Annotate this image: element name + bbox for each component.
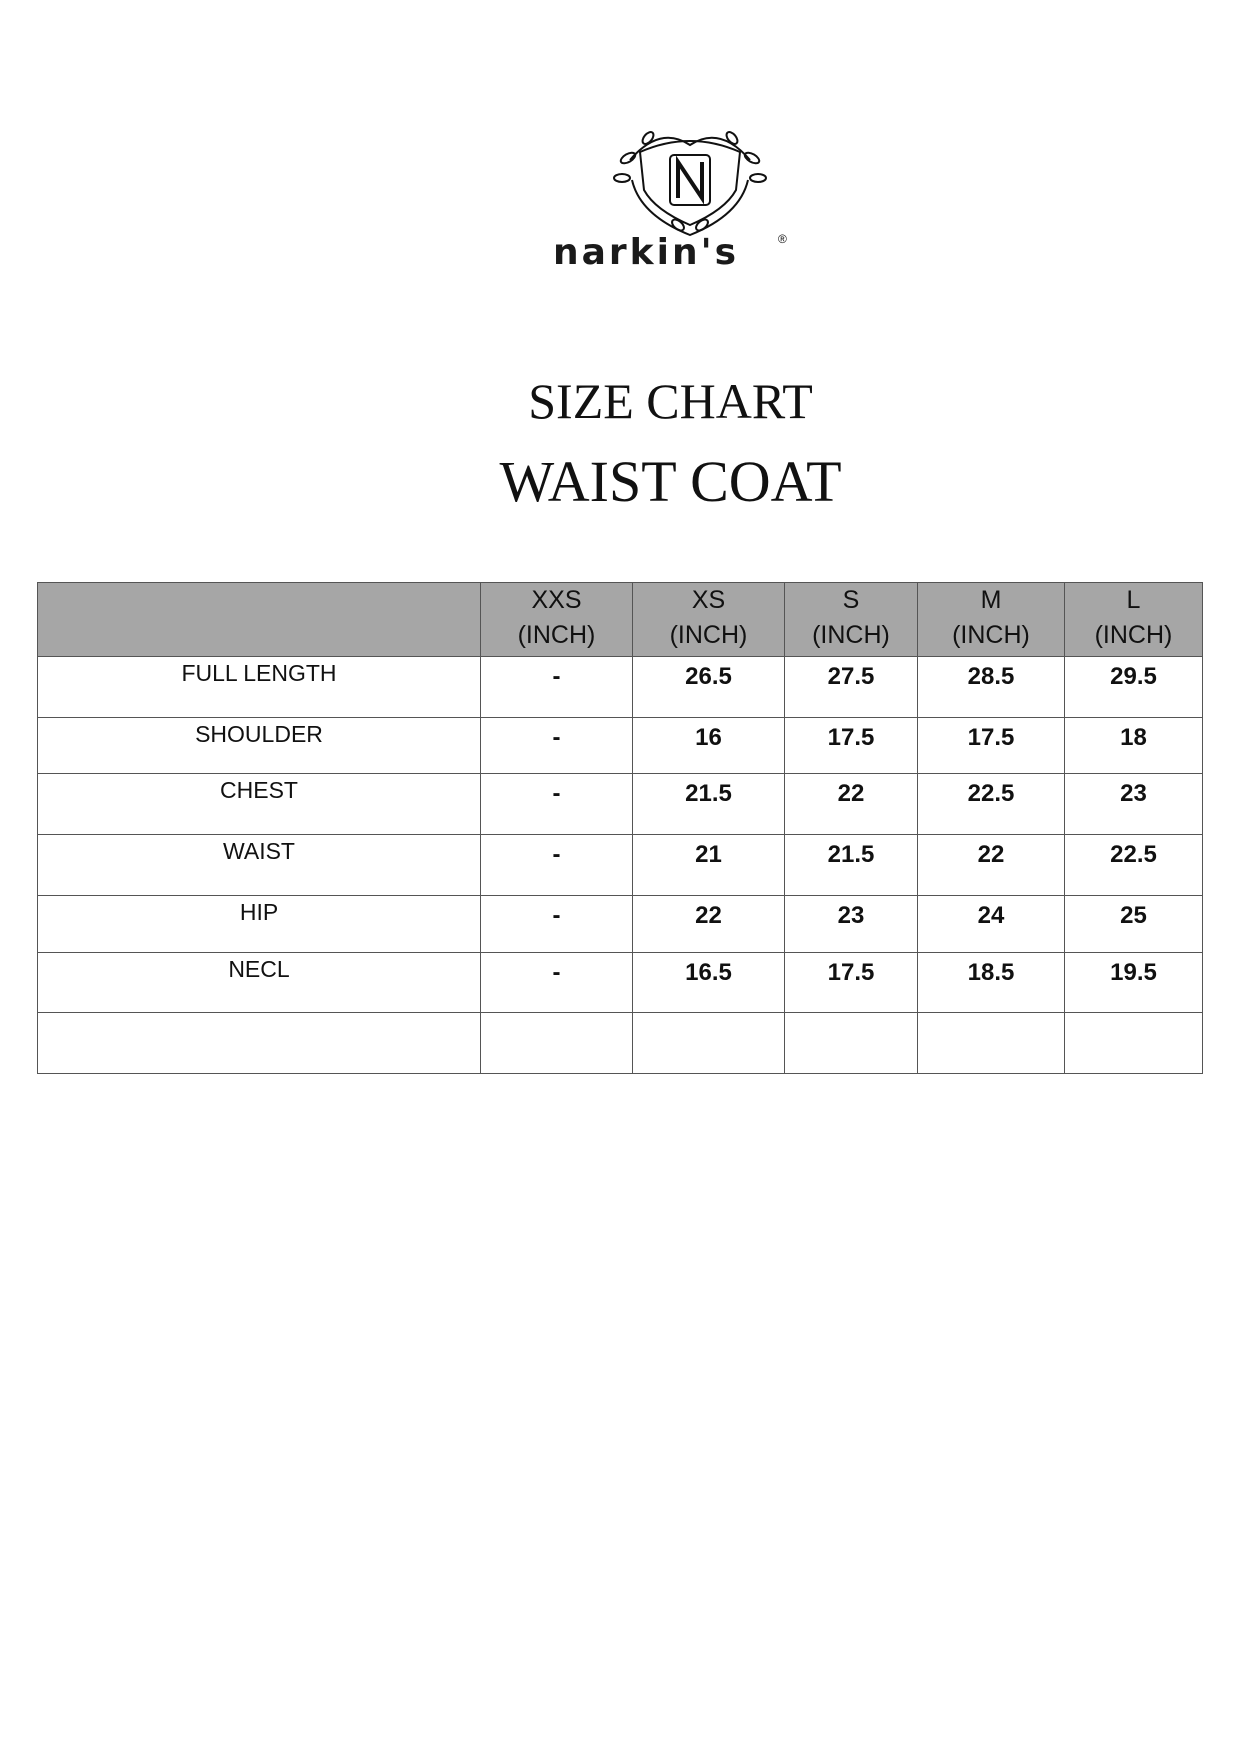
cell-value: 19.5 [1064,952,1203,1013]
cell-value: - [480,895,633,953]
cell-value: 25 [1064,895,1203,953]
table-row: CHEST -21.5 22 22.5 23 [37,773,1203,835]
empty-cell [480,1012,633,1074]
cell-value: 21.5 [632,773,785,835]
cell-value: 22 [917,834,1065,896]
page-title: SIZE CHART [528,373,813,429]
cell-value: 18.5 [917,952,1065,1013]
empty-cell [1064,1012,1203,1074]
cell-value: 21.5 [784,834,918,896]
row-label: FULL LENGTH [37,656,481,718]
header-xxs: XXS (INCH) [480,582,633,657]
header-s: S (INCH) [784,582,918,657]
brand-wordmark: narkin's [553,232,740,273]
size-chart-table: XXS (INCH) XS (INCH) S (INCH) M (INCH) L (INC… [37,582,1203,1074]
cell-value: 22.5 [1064,834,1203,896]
cell-value: 26.5 [632,656,785,718]
table-row: SHOULDER -16 17.5 17.5 18 [37,717,1203,774]
cell-value: 23 [1064,773,1203,835]
cell-value: - [480,773,633,835]
cell-value: - [480,834,633,896]
row-label: NECL [37,952,481,1013]
table-row: HIP -22 23 24 25 [37,895,1203,953]
brand-emblem-logo [613,131,767,237]
header-blank [37,582,481,657]
empty-cell [917,1012,1065,1074]
cell-value: 22 [632,895,785,953]
header-l: L (INCH) [1064,582,1203,657]
header-m: M (INCH) [917,582,1065,657]
header-xs: XS (INCH) [632,582,785,657]
cell-value: 24 [917,895,1065,953]
registered-mark: ® [778,232,787,246]
empty-cell [37,1012,481,1074]
table-row: FULL LENGTH -26.5 27.5 28.5 29.5 [37,656,1203,718]
page-subtitle: WAIST COAT [499,449,842,514]
cell-value: - [480,656,633,718]
cell-value: 17.5 [784,717,918,774]
cell-value: 17.5 [917,717,1065,774]
row-label: SHOULDER [37,717,481,774]
cell-value: 28.5 [917,656,1065,718]
cell-value: 29.5 [1064,656,1203,718]
cell-value: 16 [632,717,785,774]
cell-value: 27.5 [784,656,918,718]
cell-value: 23 [784,895,918,953]
cell-value: - [480,717,633,774]
row-label: CHEST [37,773,481,835]
empty-cell [632,1012,785,1074]
cell-value: 18 [1064,717,1203,774]
empty-cell [784,1012,918,1074]
row-label: HIP [37,895,481,953]
cell-value: - [480,952,633,1013]
cell-value: 22.5 [917,773,1065,835]
table-row-empty [37,1012,1203,1074]
cell-value: 21 [632,834,785,896]
table-row: NECL -16.5 17.5 18.5 19.5 [37,952,1203,1013]
table-row: WAIST -21 21.5 22 22.5 [37,834,1203,896]
cell-value: 17.5 [784,952,918,1013]
row-label: WAIST [37,834,481,896]
table-header-row: XXS (INCH) XS (INCH) S (INCH) M (INCH) L (INC… [37,582,1203,657]
cell-value: 22 [784,773,918,835]
cell-value: 16.5 [632,952,785,1013]
